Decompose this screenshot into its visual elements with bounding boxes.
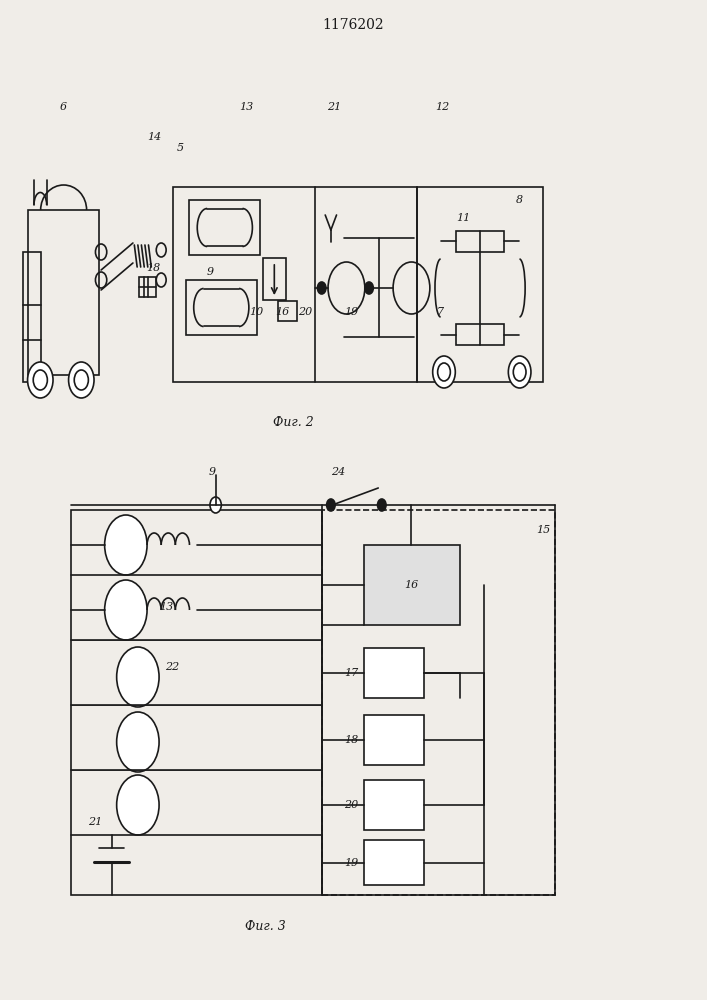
Text: 10: 10: [249, 307, 263, 317]
Text: 21: 21: [327, 102, 341, 112]
Circle shape: [433, 356, 455, 388]
Bar: [189, 200, 260, 255]
Text: 13: 13: [239, 102, 253, 112]
Bar: [364, 715, 424, 765]
Circle shape: [117, 775, 159, 835]
Text: 17: 17: [344, 668, 358, 678]
Text: 20: 20: [344, 800, 358, 810]
Text: Фиг. 2: Фиг. 2: [273, 416, 314, 428]
Bar: [23, 252, 41, 382]
Bar: [173, 187, 417, 382]
Circle shape: [210, 497, 221, 513]
Bar: [417, 187, 543, 382]
Text: 18: 18: [146, 263, 160, 273]
Text: 15: 15: [536, 525, 550, 535]
Bar: [278, 301, 297, 321]
Bar: [71, 510, 322, 895]
Circle shape: [117, 712, 159, 772]
Text: 7: 7: [437, 307, 444, 317]
Circle shape: [317, 282, 326, 294]
Circle shape: [69, 362, 94, 398]
Text: 21: 21: [88, 817, 103, 827]
Circle shape: [378, 499, 386, 511]
Text: 14: 14: [147, 132, 161, 142]
Bar: [364, 648, 424, 698]
Circle shape: [365, 282, 373, 294]
Bar: [456, 324, 504, 345]
Bar: [263, 258, 286, 300]
Bar: [364, 545, 460, 625]
Circle shape: [117, 647, 159, 707]
Text: 5: 5: [177, 143, 184, 153]
Text: 8: 8: [516, 195, 523, 205]
Circle shape: [327, 499, 335, 511]
Bar: [186, 280, 257, 335]
Bar: [364, 840, 424, 885]
Bar: [456, 231, 504, 252]
Text: 11: 11: [456, 213, 470, 223]
Text: 19: 19: [344, 858, 358, 868]
Circle shape: [28, 362, 53, 398]
Text: 12: 12: [435, 102, 449, 112]
Text: 1176202: 1176202: [322, 18, 385, 32]
Text: Фиг. 3: Фиг. 3: [245, 920, 286, 934]
Text: 9: 9: [209, 467, 216, 477]
Text: 20: 20: [298, 307, 312, 317]
Text: 16: 16: [276, 307, 290, 317]
Text: 16: 16: [404, 580, 419, 590]
Bar: [139, 277, 156, 297]
Circle shape: [105, 515, 147, 575]
Bar: [28, 210, 99, 375]
Text: 19: 19: [344, 307, 358, 317]
Bar: [364, 780, 424, 830]
Text: 13: 13: [159, 602, 173, 612]
Text: 9: 9: [207, 267, 214, 277]
Text: 24: 24: [331, 467, 345, 477]
Bar: [322, 510, 555, 895]
Text: 22: 22: [165, 662, 179, 672]
Text: 18: 18: [344, 735, 358, 745]
Text: 6: 6: [60, 102, 67, 112]
Circle shape: [105, 580, 147, 640]
Circle shape: [508, 356, 531, 388]
